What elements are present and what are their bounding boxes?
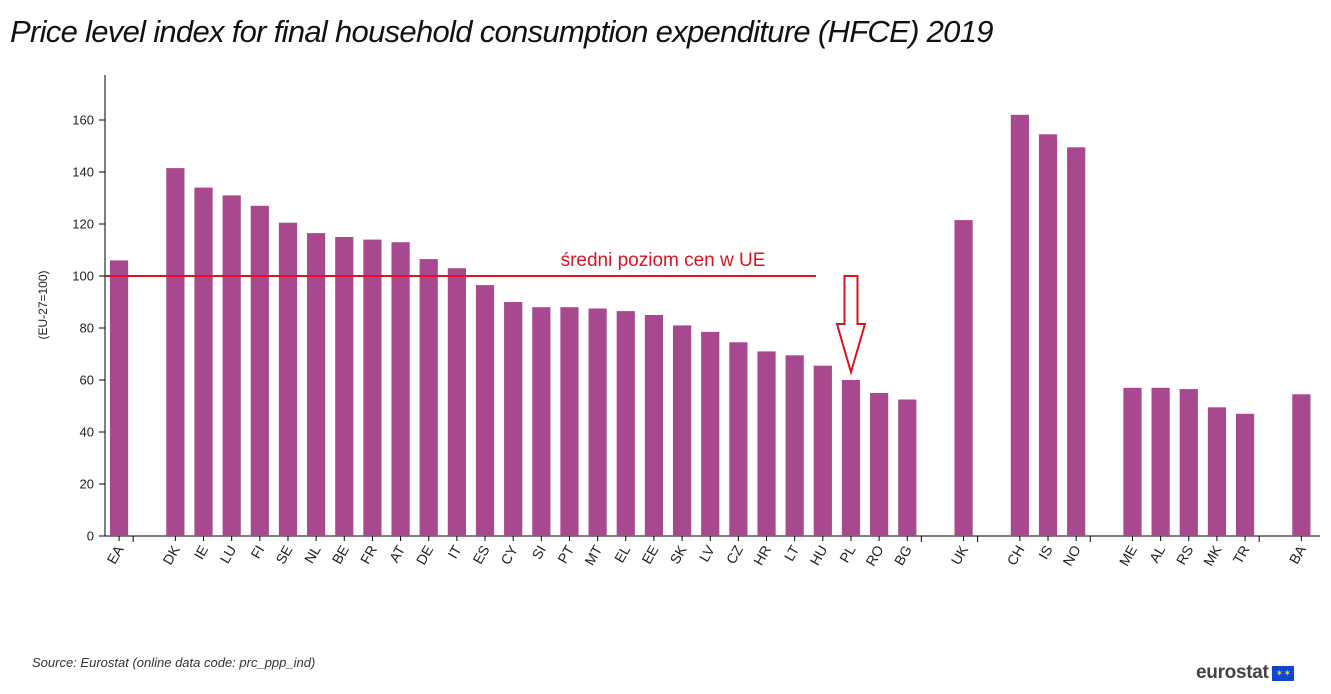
bar-pt [560, 307, 579, 536]
bar-dk [166, 168, 185, 536]
bar-is [1038, 134, 1058, 537]
x-tick-label: NO [1059, 542, 1083, 568]
bar-no [1067, 147, 1086, 537]
bar-cy [504, 302, 523, 536]
x-tick-label: LV [696, 542, 718, 565]
x-tick-label: NL [301, 542, 324, 566]
x-tick-label: RO [862, 542, 886, 568]
bar-si [532, 307, 551, 536]
x-tick-label: PT [554, 542, 577, 566]
y-tick-label: 100 [72, 269, 94, 284]
bar-it [447, 268, 466, 536]
bar-se [278, 222, 298, 536]
bar-lu [222, 195, 241, 536]
x-tick-label: FI [247, 543, 267, 562]
bar-cz [729, 342, 748, 536]
x-tick-label: EL [611, 542, 634, 565]
bar-at [391, 242, 410, 536]
y-tick-label: 120 [72, 217, 94, 232]
y-tick-label: 160 [72, 113, 94, 128]
x-tick-label: CH [1003, 543, 1027, 569]
x-tick-label: SK [666, 542, 690, 567]
bar-fr [363, 239, 382, 536]
x-tick-label: EA [103, 542, 127, 567]
x-tick-label: UK [948, 542, 972, 567]
chart-title: Price level index for final household co… [10, 14, 994, 49]
bar-el [616, 311, 635, 536]
x-tick-label: DE [413, 543, 437, 568]
x-tick-label: HR [750, 543, 774, 569]
bar-hu [813, 365, 832, 536]
x-tick-label: AL [1146, 542, 1169, 565]
x-tick-label: IE [191, 543, 211, 562]
x-tick-label: DK [159, 542, 183, 567]
x-tick-label: CY [497, 542, 521, 567]
x-tick-label: BA [1286, 542, 1310, 567]
bar-uk [954, 220, 973, 536]
x-tick-label: ES [469, 543, 492, 567]
bar-ba [1292, 394, 1311, 536]
x-tick-label: HU [806, 543, 830, 569]
bar-mt [588, 308, 607, 536]
y-tick-label: 140 [72, 165, 94, 180]
x-tick-label: MT [581, 542, 605, 568]
x-tick-label: MK [1200, 542, 1225, 569]
y-tick-label: 40 [80, 425, 94, 440]
x-tick-label: IS [1035, 543, 1055, 562]
bar-bg [898, 399, 917, 536]
logo-text: eurostat [1196, 662, 1269, 683]
bar-de [419, 259, 438, 536]
x-tick-label: LT [781, 542, 803, 564]
x-tick-label: BE [329, 543, 352, 567]
source-note: Source: Eurostat (online data code: prc_… [32, 655, 316, 670]
bar-lt [785, 355, 804, 536]
x-tick-label: SI [528, 543, 548, 562]
x-tick-label: EE [638, 543, 661, 567]
bar-ro [870, 393, 889, 536]
bar-es [475, 285, 495, 536]
bar-fi [250, 205, 269, 537]
bar-tr [1235, 413, 1255, 536]
x-tick-label: CZ [723, 542, 746, 567]
x-tick-label: BG [891, 543, 915, 569]
bar-mk [1207, 407, 1227, 536]
bar-be [335, 237, 354, 536]
x-tick-label: LU [216, 543, 239, 567]
bar-sk [672, 325, 692, 536]
x-tick-label: PL [836, 542, 859, 565]
bar-rs [1179, 389, 1198, 536]
x-tick-label: TR [1229, 543, 1252, 567]
x-tick-label: AT [386, 542, 409, 565]
x-tick-label: RS [1173, 543, 1197, 568]
y-tick-label: 20 [80, 477, 94, 492]
x-tick-label: IT [444, 542, 464, 561]
y-tick-label: 80 [80, 321, 94, 336]
bar-ea [109, 260, 129, 536]
bar-pl [841, 380, 861, 536]
bar-hr [757, 351, 776, 536]
eurostat-logo: eurostat ✶✶ [1196, 662, 1294, 684]
y-tick-label: 0 [87, 529, 94, 544]
bar-me [1123, 387, 1142, 536]
y-tick-label: 60 [80, 373, 94, 388]
bar-lv [701, 331, 720, 536]
bar-al [1151, 387, 1170, 536]
y-axis-label: (EU-27=100) [36, 270, 50, 339]
bar-ie [194, 187, 213, 536]
eu-average-label: średni poziom cen w UE [561, 250, 766, 271]
bar-ee [644, 315, 664, 536]
bar-nl [307, 233, 326, 536]
x-tick-label: SE [272, 543, 295, 567]
pl-arrow [835, 275, 867, 376]
bar-ch [1010, 114, 1029, 537]
x-tick-label: FR [357, 543, 380, 567]
eu-flag-icon: ✶✶ [1271, 665, 1294, 681]
x-tick-label: ME [1116, 543, 1140, 569]
